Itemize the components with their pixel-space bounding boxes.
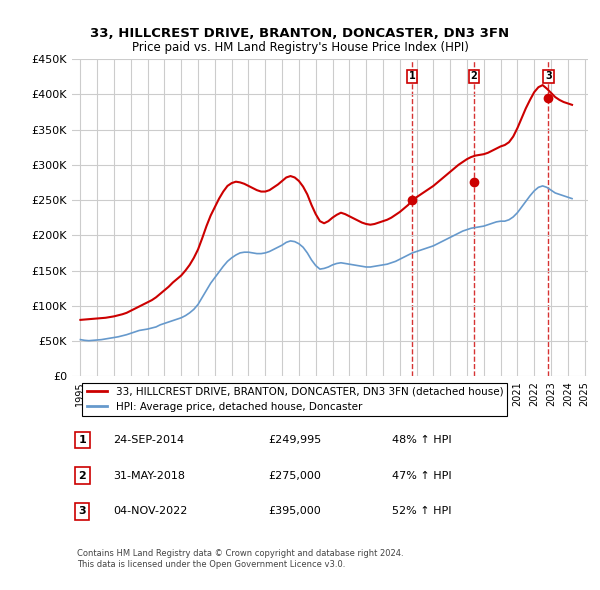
Text: 3: 3: [545, 71, 552, 81]
Text: Contains HM Land Registry data © Crown copyright and database right 2024.
This d: Contains HM Land Registry data © Crown c…: [77, 549, 404, 569]
Text: 24-SEP-2014: 24-SEP-2014: [113, 435, 184, 445]
Text: 52% ↑ HPI: 52% ↑ HPI: [392, 506, 451, 516]
Text: 31-MAY-2018: 31-MAY-2018: [113, 471, 185, 481]
Text: 1: 1: [79, 435, 86, 445]
Text: 33, HILLCREST DRIVE, BRANTON, DONCASTER, DN3 3FN: 33, HILLCREST DRIVE, BRANTON, DONCASTER,…: [91, 27, 509, 40]
Text: £395,000: £395,000: [268, 506, 321, 516]
Text: Price paid vs. HM Land Registry's House Price Index (HPI): Price paid vs. HM Land Registry's House …: [131, 41, 469, 54]
Text: 2: 2: [470, 71, 478, 81]
Legend: 33, HILLCREST DRIVE, BRANTON, DONCASTER, DN3 3FN (detached house), HPI: Average : 33, HILLCREST DRIVE, BRANTON, DONCASTER,…: [82, 382, 508, 416]
Text: 2: 2: [79, 471, 86, 481]
Text: 47% ↑ HPI: 47% ↑ HPI: [392, 471, 452, 481]
Text: 1: 1: [409, 71, 415, 81]
Text: £249,995: £249,995: [268, 435, 322, 445]
Text: 48% ↑ HPI: 48% ↑ HPI: [392, 435, 452, 445]
Text: 3: 3: [79, 506, 86, 516]
Text: £275,000: £275,000: [268, 471, 321, 481]
Text: 04-NOV-2022: 04-NOV-2022: [113, 506, 188, 516]
